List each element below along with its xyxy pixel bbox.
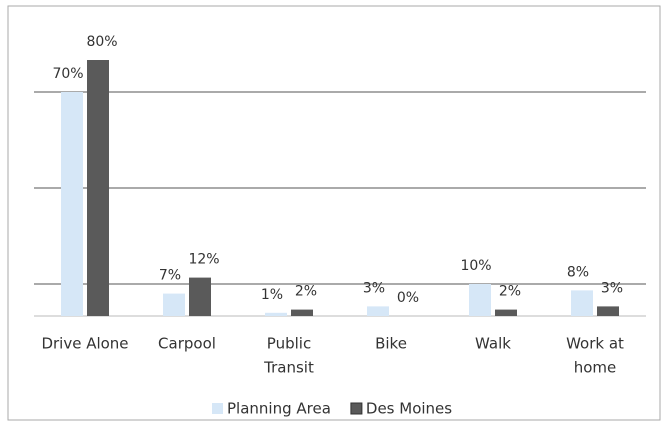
value-label: 8% xyxy=(567,264,589,280)
x-tick-label: home xyxy=(574,359,617,377)
chart-frame xyxy=(7,5,661,421)
value-label: 2% xyxy=(295,284,317,300)
bar xyxy=(163,293,185,316)
value-label: 10% xyxy=(460,258,491,274)
bar xyxy=(61,92,83,316)
bar xyxy=(597,306,619,316)
bar xyxy=(87,60,109,316)
bar xyxy=(265,312,287,316)
bar xyxy=(291,309,313,316)
x-tick-label: Work at xyxy=(566,335,624,353)
value-label: 1% xyxy=(261,287,283,303)
bar xyxy=(495,309,517,316)
value-label: 7% xyxy=(159,268,181,284)
legend-label: Planning Area xyxy=(227,400,331,418)
legend-label: Des Moines xyxy=(366,400,452,418)
x-tick-label: Bike xyxy=(375,335,407,353)
value-label: 12% xyxy=(188,252,219,268)
bar xyxy=(367,306,389,316)
bar xyxy=(571,290,593,316)
x-tick-label: Walk xyxy=(475,335,511,353)
value-label: 0% xyxy=(397,290,419,306)
value-label: 2% xyxy=(499,284,521,300)
value-label: 70% xyxy=(52,66,83,82)
bar xyxy=(469,284,491,316)
legend-swatch xyxy=(350,402,363,415)
x-tick-label: Carpool xyxy=(158,335,216,353)
legend-swatch xyxy=(212,403,223,414)
x-tick-label: Drive Alone xyxy=(41,335,128,353)
value-label: 80% xyxy=(86,34,117,50)
x-tick-label: Transit xyxy=(263,359,314,377)
value-label: 3% xyxy=(601,280,623,296)
x-tick-label: Public xyxy=(267,335,311,353)
bar xyxy=(189,277,211,316)
value-label: 3% xyxy=(363,280,385,296)
